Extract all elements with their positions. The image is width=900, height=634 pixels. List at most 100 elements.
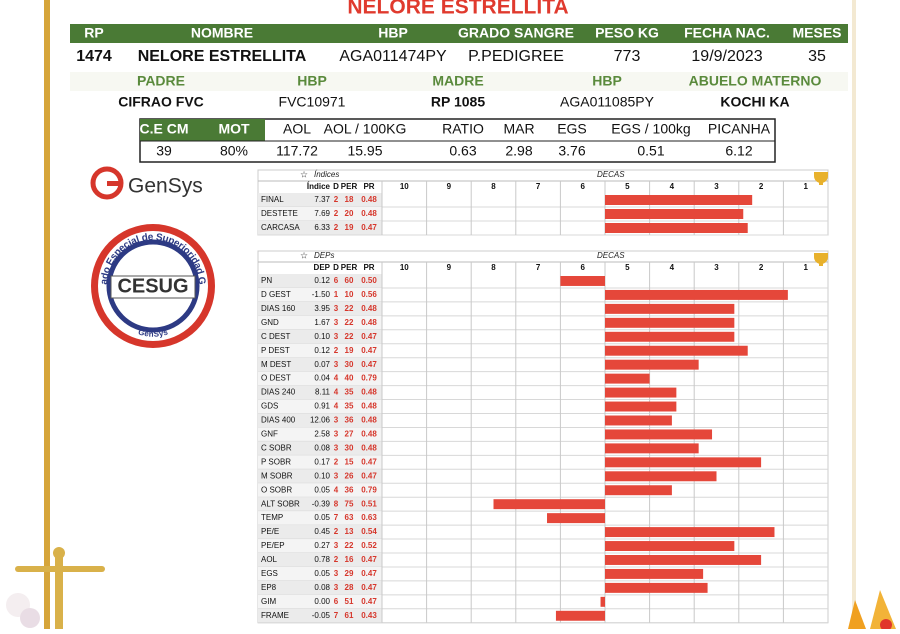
row-pr: 0.48: [361, 388, 377, 397]
row-pr: 0.48: [361, 416, 377, 425]
row-d: 8: [334, 499, 339, 508]
deca-bar: [605, 317, 735, 328]
row-d: 3: [334, 569, 339, 578]
animal-value: P.PEDIGREE: [468, 48, 564, 65]
trophy-icon: [814, 172, 828, 185]
row-label: FINAL: [261, 195, 284, 204]
row-pr: 0.43: [361, 611, 377, 620]
carcass-value: 117.72: [276, 143, 318, 159]
row-per: 40: [345, 374, 354, 383]
row-label: D GEST: [261, 290, 291, 299]
row-label: P DEST: [261, 346, 290, 355]
animal-value: 35: [808, 48, 826, 65]
row-pr: 0.48: [361, 402, 377, 411]
row-label-cell: [258, 511, 382, 526]
deca-bar: [605, 289, 788, 300]
row-label: C SOBR: [261, 443, 292, 452]
deca-tick-label: 4: [670, 182, 675, 191]
deca-bar: [605, 429, 713, 440]
parents-header: ABUELO MATERNO: [689, 73, 822, 89]
row-per: 36: [345, 485, 354, 494]
row-per: 20: [345, 209, 354, 218]
deca-tick-label: 8: [491, 182, 496, 191]
deca-tick-label: 7: [536, 182, 541, 191]
deca-bar: [605, 223, 748, 233]
row-pr: 0.47: [361, 569, 377, 578]
row-d: 4: [334, 485, 339, 494]
row-value: -0.39: [312, 499, 331, 508]
deca-bar: [600, 596, 605, 607]
deca-tick-label: 5: [625, 263, 630, 272]
row-value: 0.45: [314, 527, 330, 536]
row-label-cell: [258, 287, 382, 302]
row-value: 12.06: [310, 416, 331, 425]
row-label: C DEST: [261, 332, 290, 341]
row-label: EP8: [261, 583, 277, 592]
animal-header: RP: [84, 25, 103, 41]
row-label: O DEST: [261, 374, 291, 383]
animal-header: MESES: [792, 25, 841, 41]
row-label-cell: [258, 301, 382, 316]
row-value: 0.08: [314, 583, 330, 592]
row-per: 63: [345, 513, 354, 522]
animal-value: NELORE ESTRELLITA: [138, 48, 307, 65]
row-label: PN: [261, 276, 272, 285]
row-label-cell: [258, 343, 382, 358]
deca-bar: [605, 415, 672, 426]
header-band: [70, 24, 848, 43]
row-label: DIAS 400: [261, 416, 296, 425]
row-pr: 0.51: [361, 499, 377, 508]
row-value: 0.91: [314, 402, 330, 411]
row-d: 3: [334, 304, 339, 313]
deca-bar: [605, 457, 762, 468]
row-pr: 0.50: [361, 276, 377, 285]
carcass-header: AOL: [283, 121, 311, 137]
column-header: D: [333, 263, 339, 272]
row-d: 2: [334, 346, 339, 355]
row-per: 36: [345, 416, 354, 425]
deca-bar: [605, 582, 708, 593]
row-value: -1.50: [312, 290, 331, 299]
deca-bar: [605, 401, 677, 412]
carcass-header: AOL / 100KG: [324, 121, 407, 137]
deca-bar: [605, 555, 762, 565]
row-d: 2: [334, 555, 339, 564]
carcass-header: PICANHA: [708, 121, 771, 137]
cesug-sub-path: GenSys: [137, 327, 169, 338]
row-label-cell: [258, 413, 382, 428]
parents-value: AGA011085PY: [560, 94, 655, 110]
deca-bar: [605, 568, 704, 579]
row-label: EGS: [261, 569, 278, 578]
deca-bar: [605, 387, 677, 398]
row-value: -0.05: [312, 611, 331, 620]
deca-bar: [605, 345, 748, 356]
animal-value: 19/9/2023: [691, 48, 762, 65]
row-label: GNF: [261, 430, 278, 439]
row-label: PE/EP: [261, 541, 285, 550]
row-d: 6: [334, 597, 339, 606]
deca-bar: [605, 209, 744, 219]
row-label-cell: [258, 608, 382, 623]
deca-bar: [605, 195, 753, 205]
row-label-cell: [258, 357, 382, 372]
carcass-header-fill: [140, 119, 265, 141]
indices-panel: Índices ☆ DECAS Índice D PER PR 10 9 8 7 6 5 4 3 2 1 FINA…: [257, 169, 829, 236]
row-d: 6: [334, 276, 339, 285]
carcass-value: 80%: [220, 143, 248, 159]
row-label-cell: [258, 427, 382, 442]
row-per: 22: [345, 541, 354, 550]
row-d: 3: [334, 430, 339, 439]
trophy-icon: [814, 253, 828, 266]
decas-label: DECAS: [597, 251, 625, 260]
row-label: M DEST: [261, 360, 291, 369]
row-per: 18: [345, 195, 354, 204]
carcass-value: 0.51: [637, 143, 664, 159]
row-label-cell: [258, 207, 382, 221]
panel-title: DEPs: [314, 251, 334, 260]
row-d: 2: [334, 195, 339, 204]
carcass-value: 6.12: [725, 143, 752, 159]
parents-value: CIFRAO FVC: [118, 94, 204, 110]
column-header: D: [333, 182, 339, 191]
row-label: DIAS 160: [261, 304, 296, 313]
